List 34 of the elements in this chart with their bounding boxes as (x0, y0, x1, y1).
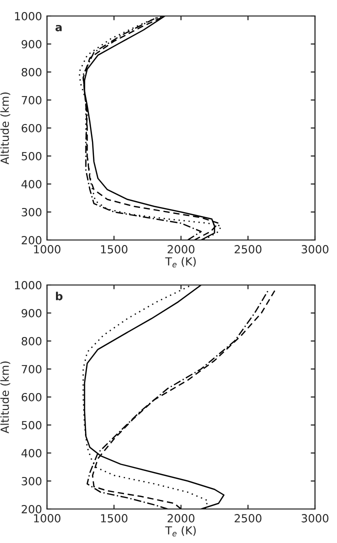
y-tick-label: 700 (22, 96, 42, 104)
x-tick-label: 2500 (234, 514, 262, 522)
annotation: b (56, 292, 62, 300)
x-tick-label: 1000 (34, 514, 60, 522)
y-tick-label: 900 (22, 40, 42, 48)
x-tick-label: 1500 (101, 245, 128, 254)
y-tick-label: 800 (22, 68, 42, 76)
x-axis-title: T$_{e}$ (K) (165, 526, 196, 536)
y-tick-label: 200 (22, 236, 42, 244)
x-tick-label: 2000 (168, 514, 194, 522)
y-tick-label: 400 (21, 448, 42, 458)
y-tick-label: 200 (22, 504, 42, 514)
y-axis-title: Altitude (km) (0, 92, 10, 164)
x-tick-label: 2500 (234, 245, 262, 254)
y-tick-label: 1000 (15, 12, 42, 20)
x-tick-label: 3000 (302, 245, 328, 254)
x-tick-label: 2000 (168, 245, 194, 254)
y-tick-label: 500 (22, 152, 42, 160)
y-tick-label: 300 (22, 476, 42, 486)
annotation: a (56, 24, 62, 32)
y-tick-label: 600 (22, 392, 42, 402)
x-tick-label: 3000 (302, 514, 328, 522)
y-tick-label: 500 (22, 420, 42, 430)
x-tick-label: 1500 (101, 514, 128, 522)
x-axis-title: T$_{e}$ (K) (165, 257, 196, 268)
y-axis-title: Altitude (km) (0, 362, 10, 434)
x-tick-label: 1000 (34, 245, 60, 254)
y-tick-label: 1000 (15, 280, 42, 290)
y-tick-label: 300 (22, 208, 42, 216)
y-tick-label: 800 (22, 336, 42, 346)
y-tick-label: 700 (22, 364, 42, 374)
y-tick-label: 900 (22, 308, 42, 318)
y-tick-label: 400 (21, 180, 42, 188)
y-tick-label: 600 (22, 124, 42, 132)
